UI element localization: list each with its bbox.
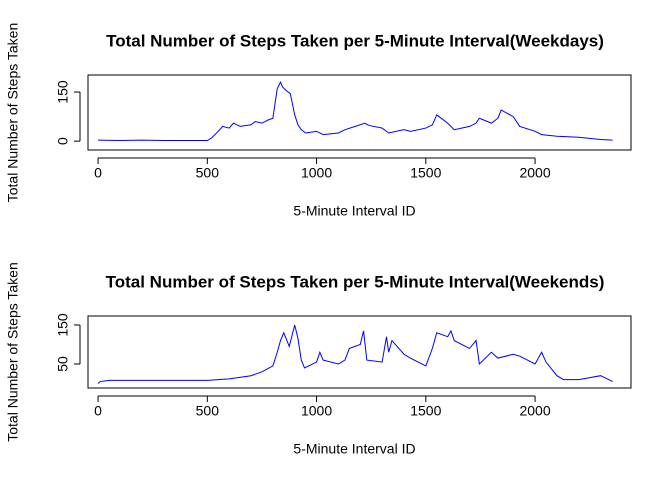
x-tick-label: 500 [196,403,220,419]
x-tick-label: 1500 [410,403,441,419]
x-axis-label: 5-Minute Interval ID [293,203,415,219]
y-tick-label: 0 [55,137,71,145]
line [98,81,613,142]
x-tick-label: 0 [94,165,102,181]
x-tick-label: 1000 [301,165,332,181]
line [97,324,613,384]
x-tick-label: 0 [94,403,102,419]
x-tick-label: 500 [196,165,220,181]
y-tick-label: 50 [55,356,71,372]
x-tick-label: 1000 [301,403,332,419]
y-tick-label: 150 [55,313,71,337]
plot-box [87,74,632,151]
plot-box [87,315,632,389]
chart-title: Total Number of Steps Taken per 5-Minute… [106,31,604,50]
y-axis-label: Total Number of Steps Taken [5,262,21,442]
x-tick-label: 1500 [410,165,441,181]
x-axis-label: 5-Minute Interval ID [293,441,415,457]
chart-title: Total Number of Steps Taken per 5-Minute… [106,272,605,291]
x-tick-label: 2000 [519,403,550,419]
y-axis-label: Total Number of Steps Taken [5,23,21,203]
x-tick-label: 2000 [519,165,550,181]
y-tick-label: 150 [55,80,71,104]
